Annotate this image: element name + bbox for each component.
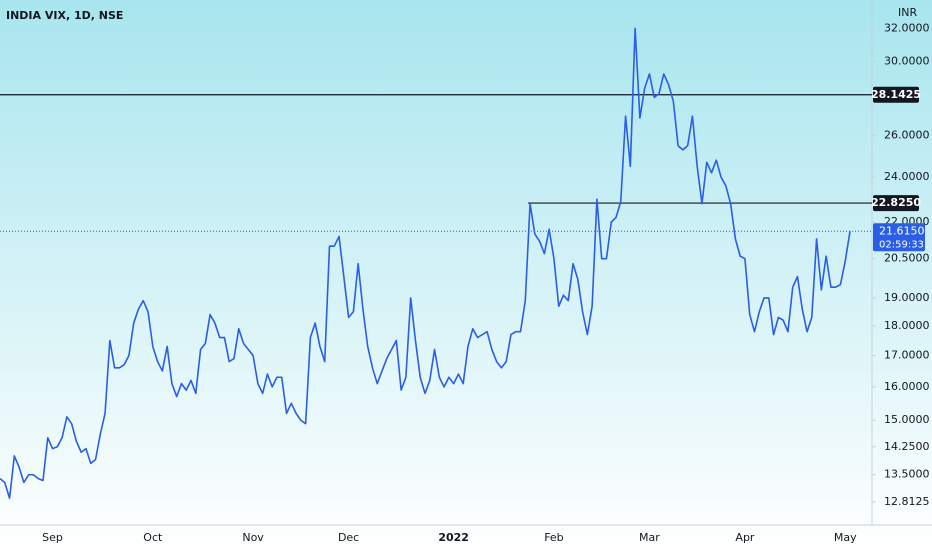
x-tick-label: Nov	[242, 531, 264, 544]
y-tick-label: 26.0000	[884, 129, 930, 142]
x-tick-label: 2022	[438, 531, 469, 544]
x-tick-label: Sep	[42, 531, 63, 544]
x-tick-label: Apr	[735, 531, 755, 544]
y-tick-label: 12.8125	[884, 495, 930, 508]
price-label: 22.8250	[871, 196, 921, 209]
y-tick-label: 19.0000	[884, 291, 930, 304]
y-tick-label: 18.0000	[884, 319, 930, 332]
price-line	[0, 27, 851, 500]
y-tick-label: 15.0000	[884, 413, 930, 426]
y-tick-label: 30.0000	[884, 55, 930, 68]
last-price-box	[873, 223, 925, 252]
price-label-box	[873, 195, 919, 212]
x-tick-label: Feb	[544, 531, 563, 544]
x-tick-label: Oct	[143, 531, 163, 544]
y-tick-label: 20.5000	[884, 252, 930, 265]
x-tick-label: Dec	[338, 531, 359, 544]
x-tick-label: May	[834, 531, 857, 544]
chart-title: INDIA VIX, 1D, NSE	[6, 9, 123, 22]
y-tick-label: 17.0000	[884, 348, 930, 361]
last-price-label: 21.6150	[879, 224, 925, 237]
y-tick-label: 24.0000	[884, 170, 930, 183]
x-tick-label: Mar	[639, 531, 660, 544]
y-tick-label: 32.0000	[884, 21, 930, 34]
y-axis-label: INR	[898, 6, 917, 19]
price-label: 28.1425	[871, 88, 921, 101]
price-label-box	[873, 86, 919, 103]
y-tick-label: 14.2500	[884, 440, 930, 453]
countdown-label: 02:59:33	[879, 239, 924, 250]
y-tick-label: 16.0000	[884, 380, 930, 393]
y-tick-label: 13.5000	[884, 468, 930, 481]
